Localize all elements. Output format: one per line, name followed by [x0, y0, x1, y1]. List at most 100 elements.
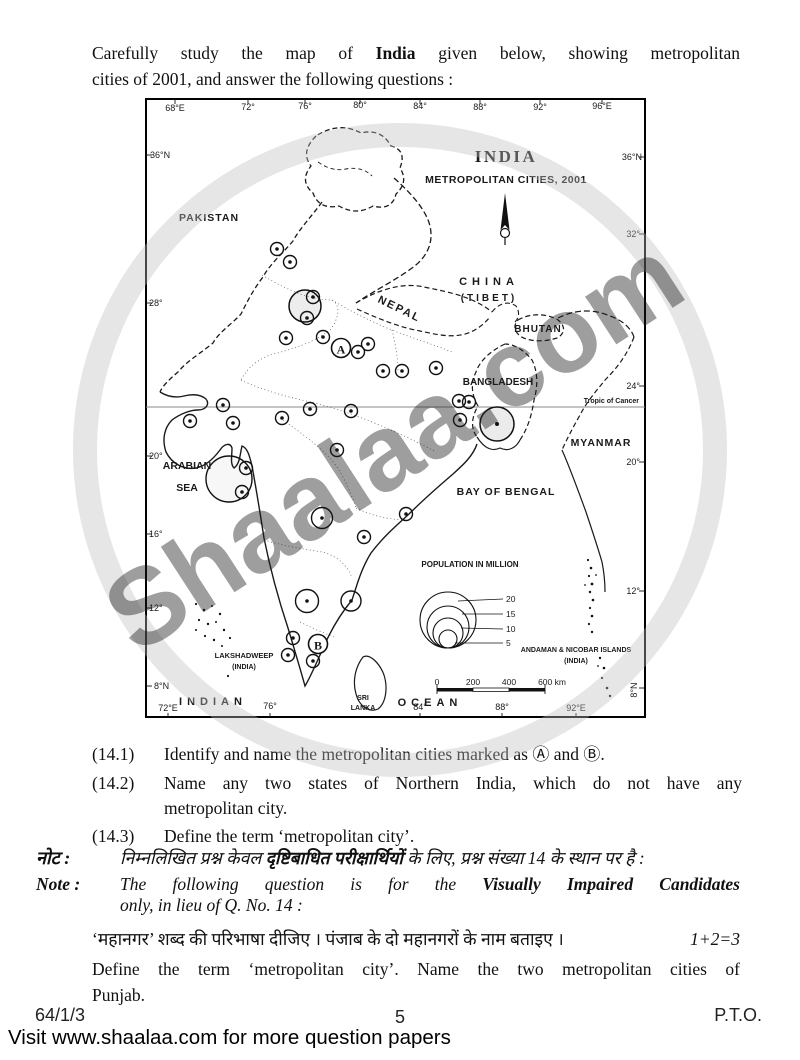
city-dot: [320, 516, 324, 520]
city-marker: [356, 529, 372, 545]
india-map-svg: 68°E 72° 76° 80° 84° 88° 92° 96°E 72°E 7…: [145, 98, 646, 718]
note-english: Note : The following question is for the…: [36, 874, 740, 916]
lat-r-24: 24°: [626, 381, 640, 391]
longitude-labels-top: 68°E 72° 76° 80° 84° 88° 92° 96°E: [165, 100, 612, 113]
city-marker: [398, 506, 414, 522]
vi-question: ‘महानगर’ शब्द की परिभाषा दीजिए । पंजाब क…: [92, 926, 740, 1008]
population-legend: POPULATION IN MILLION 20 15 10 5: [419, 560, 519, 649]
scale-600km: 600 km: [538, 677, 566, 687]
lon-96E: 96°E: [592, 101, 612, 111]
intro-line1-rest: given below, showing metropolitan: [415, 43, 740, 63]
lon-80: 80°: [353, 100, 367, 110]
intro-line-2: cities of 2001, and answer the following…: [92, 69, 454, 89]
lon-b-76: 76°: [263, 701, 277, 711]
marker-a: A: [330, 337, 352, 359]
question-14-2: (14.2) Name any two states of Northern I…: [92, 771, 742, 821]
kashmir-line: [317, 161, 373, 177]
label-bangladesh: BANGLADESH: [463, 377, 534, 388]
myanmar-border: [561, 336, 635, 451]
city-markers: [182, 241, 477, 669]
city-marker: [302, 401, 318, 417]
vi-question-english-line2: Punjab.: [92, 985, 145, 1005]
note-english-line2: only, in lieu of Q. No. 14 :: [120, 895, 303, 915]
q1-post: .: [600, 744, 605, 764]
india-map: 68°E 72° 76° 80° 84° 88° 92° 96°E 72°E 7…: [145, 98, 646, 718]
note-english-bold: Visually Impaired Candidates: [482, 874, 740, 894]
city-marker: [428, 360, 444, 376]
lat-l-16: 16°: [149, 529, 163, 539]
sikkim-border: [491, 302, 520, 323]
q2-line2: metropolitan city.: [164, 798, 288, 818]
legend-value-15: 15: [506, 609, 516, 619]
label-bhutan: BHUTAN: [514, 324, 561, 335]
state-borders: [240, 274, 453, 639]
question-14-3: (14.3) Define the term ‘metropolitan cit…: [92, 824, 742, 849]
lat-l-12: 12°: [149, 603, 163, 613]
lat-r-20: 20°: [626, 457, 640, 467]
lon-b-84: 84°: [413, 702, 427, 712]
longitude-labels-bottom: 72°E 76° 84° 88° 92°E: [158, 701, 586, 713]
india-coastline: [159, 391, 478, 688]
myanmar-coast: [561, 449, 606, 593]
lon-b-92E: 92°E: [566, 703, 586, 713]
note-english-line1: The following question is for the Visual…: [120, 874, 740, 895]
note-hindi-label: नोट :: [36, 848, 71, 868]
kashmir-border: [304, 127, 405, 212]
label-tropic-of-cancer: Tropic of Cancer: [584, 398, 640, 405]
question-text: Name any two states of Northern India, w…: [164, 771, 742, 821]
label-arabian-sea: ARABIAN: [163, 460, 211, 472]
lat-l-8N: 8°N: [154, 681, 169, 691]
vi-question-hindi-row: ‘महानगर’ शब्द की परिभाषा दीजिए । पंजाब क…: [92, 926, 740, 952]
city-marker-large: [288, 289, 322, 323]
paper-code: 64/1/3: [35, 1005, 86, 1025]
label-indian-ocean-2: OCEAN: [398, 697, 463, 709]
marker-b: B: [307, 633, 329, 655]
question-list: (14.1) Identify and name the metropolita…: [92, 742, 742, 852]
legend-value-20: 20: [506, 594, 516, 604]
label-lakshadweep-2: (INDIA): [232, 664, 256, 671]
city-marker: [225, 415, 241, 431]
city-marker-large: [294, 588, 320, 614]
arunachal-border: [557, 310, 635, 338]
label-sri-lanka-2: LANKA: [351, 705, 376, 712]
scale-200: 200: [466, 677, 480, 687]
lon-68E: 68°E: [165, 103, 185, 113]
city-dot: [349, 599, 353, 603]
intro-pre: Carefully study the map of: [92, 43, 376, 63]
map-subtitle: METROPOLITAN CITIES, 2001: [425, 174, 587, 186]
circled-b: Ⓑ: [583, 745, 601, 765]
note-hindi: नोट : निम्नलिखित प्रश्न केवल दृष्टिबाधित…: [36, 846, 760, 870]
lat-l-20: 20°: [149, 451, 163, 461]
lat-r-36N: 36°N: [622, 152, 642, 162]
scale-0: 0: [435, 677, 440, 687]
question-number: (14.1): [92, 744, 135, 764]
city-marker: [343, 403, 359, 419]
q2-line1: Name any two states of Northern India, w…: [164, 773, 742, 793]
question-number: (14.3): [92, 826, 135, 846]
page-number: 5: [394, 1007, 405, 1027]
vi-question-hindi: ‘महानगर’ शब्द की परिभाषा दीजिए । पंजाब क…: [92, 929, 564, 949]
pto-label: P.T.O.: [714, 1005, 762, 1025]
city-marker: [215, 397, 231, 413]
label-indian-ocean-1: INDIAN: [179, 696, 247, 708]
intro-bold-india: India: [375, 43, 416, 63]
site-watermark-text: Visit www.shaalaa.com for more question …: [8, 1026, 451, 1049]
q1-mid: and: [549, 744, 584, 764]
frame-ticks: [146, 99, 645, 717]
city-marker-large: [340, 590, 362, 612]
note-hindi-pre: निम्नलिखित प्रश्न केवल: [120, 848, 266, 868]
scale-400: 400: [502, 677, 516, 687]
label-lakshadweep: LAKSHADWEEP: [215, 651, 274, 660]
lon-76: 76°: [298, 101, 312, 111]
latitude-labels-left: 36°N 28° 20° 16° 12° 8°N: [149, 150, 170, 691]
city-dot: [305, 599, 309, 603]
city-marker: [274, 410, 290, 426]
question-number: (14.2): [92, 773, 135, 793]
lat-r-8N: 8°N: [629, 682, 639, 697]
bhutan-border: [514, 314, 565, 342]
lon-72: 72°: [241, 102, 255, 112]
question-text: Define the term ‘metropolitan city’.: [164, 826, 415, 846]
lat-l-28: 28°: [149, 298, 163, 308]
city-marker-large: [205, 455, 253, 503]
question-14-1: (14.1) Identify and name the metropolita…: [92, 742, 742, 768]
